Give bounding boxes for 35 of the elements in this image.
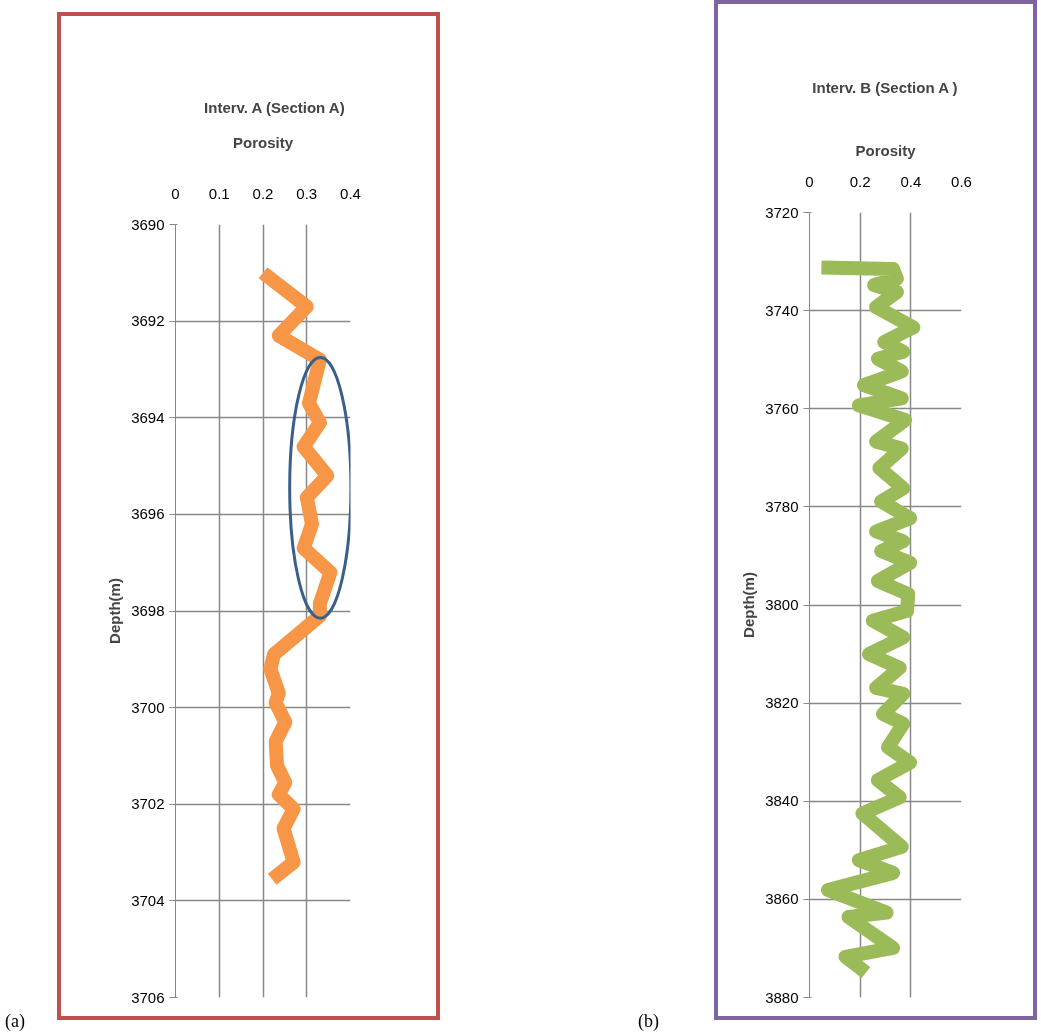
- y-tick-label: 3760: [765, 399, 799, 417]
- x-tick-label: 0.3: [296, 184, 318, 202]
- y-tick-label: 3740: [765, 301, 799, 319]
- y-tick-label: 3800: [765, 596, 799, 613]
- x-tick-label: 0.2: [849, 172, 871, 190]
- y-tick-label: 3706: [131, 988, 165, 1006]
- y-tick-label: 3704: [131, 891, 165, 909]
- y-tick-label: 3696: [131, 505, 165, 523]
- y-tick-label: 3860: [765, 890, 799, 908]
- x-axis-title: Porosity: [232, 133, 294, 151]
- x-tick-label: 0: [805, 172, 814, 190]
- y-tick-label: 3702: [131, 795, 165, 813]
- x-tick-label: 0.1: [208, 184, 230, 202]
- x-tick-label: 0.6: [951, 172, 972, 190]
- y-tick-label: 3780: [765, 497, 799, 515]
- y-tick-label: 3694: [131, 408, 165, 426]
- x-tick-label: 0.4: [900, 172, 922, 190]
- text: (b): [638, 1010, 659, 1032]
- chart-title: Interv. B (Section A ): [812, 79, 958, 96]
- y-axis-title: Depth(m): [106, 578, 124, 644]
- x-tick-label: 0.2: [252, 184, 274, 202]
- y-tick-label: 3720: [765, 203, 799, 221]
- y-tick-label: 3698: [131, 602, 165, 619]
- y-tick-label: 3820: [765, 694, 799, 712]
- x-tick-label: 0: [171, 184, 180, 202]
- y-tick-label: 3692: [131, 312, 165, 330]
- y-axis-title: Depth(m): [740, 572, 758, 638]
- y-tick-label: 3840: [765, 792, 799, 810]
- x-tick-label: 0.4: [340, 184, 361, 202]
- y-tick-label: 3700: [131, 698, 165, 716]
- text: (a): [5, 1010, 25, 1032]
- y-tick-label: 3880: [765, 988, 799, 1006]
- chart-title: Interv. A (Section A): [204, 98, 345, 116]
- y-tick-label: 3690: [131, 215, 165, 233]
- x-axis-title: Porosity: [855, 141, 917, 159]
